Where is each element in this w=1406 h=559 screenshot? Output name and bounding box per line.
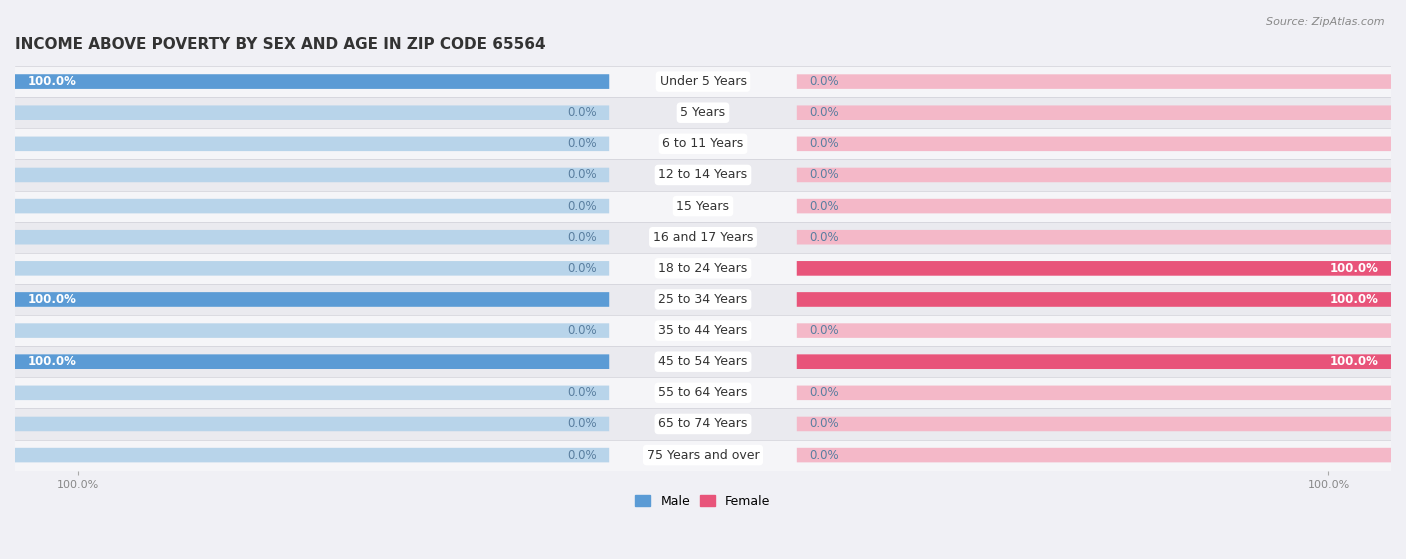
FancyBboxPatch shape xyxy=(797,136,1391,151)
FancyBboxPatch shape xyxy=(797,168,1391,182)
Text: 100.0%: 100.0% xyxy=(1330,355,1378,368)
FancyBboxPatch shape xyxy=(797,292,1391,307)
FancyBboxPatch shape xyxy=(15,292,609,307)
FancyBboxPatch shape xyxy=(15,448,609,462)
Bar xyxy=(15,439,1391,471)
Text: 0.0%: 0.0% xyxy=(810,138,839,150)
Bar xyxy=(15,315,1391,346)
FancyBboxPatch shape xyxy=(15,292,609,307)
FancyBboxPatch shape xyxy=(15,74,609,89)
Text: 0.0%: 0.0% xyxy=(567,418,596,430)
Text: 0.0%: 0.0% xyxy=(810,75,839,88)
Text: 0.0%: 0.0% xyxy=(567,386,596,399)
Text: 0.0%: 0.0% xyxy=(567,200,596,212)
Text: 0.0%: 0.0% xyxy=(567,168,596,182)
Text: 0.0%: 0.0% xyxy=(810,200,839,212)
Text: 100.0%: 100.0% xyxy=(1330,293,1378,306)
Text: 18 to 24 Years: 18 to 24 Years xyxy=(658,262,748,275)
FancyBboxPatch shape xyxy=(797,354,1391,369)
Text: 0.0%: 0.0% xyxy=(810,168,839,182)
Text: 0.0%: 0.0% xyxy=(567,448,596,462)
Text: 0.0%: 0.0% xyxy=(567,231,596,244)
Text: 75 Years and over: 75 Years and over xyxy=(647,448,759,462)
Text: 100.0%: 100.0% xyxy=(1330,262,1378,275)
Bar xyxy=(15,346,1391,377)
Text: 35 to 44 Years: 35 to 44 Years xyxy=(658,324,748,337)
Bar xyxy=(15,97,1391,128)
Text: 5 Years: 5 Years xyxy=(681,106,725,119)
Bar xyxy=(15,409,1391,439)
Text: 0.0%: 0.0% xyxy=(810,231,839,244)
FancyBboxPatch shape xyxy=(797,448,1391,462)
FancyBboxPatch shape xyxy=(797,323,1391,338)
Text: 55 to 64 Years: 55 to 64 Years xyxy=(658,386,748,399)
FancyBboxPatch shape xyxy=(797,74,1391,89)
Text: 0.0%: 0.0% xyxy=(567,262,596,275)
Text: 0.0%: 0.0% xyxy=(810,106,839,119)
Text: 16 and 17 Years: 16 and 17 Years xyxy=(652,231,754,244)
Bar xyxy=(15,66,1391,97)
Text: 100.0%: 100.0% xyxy=(28,355,76,368)
Bar xyxy=(15,128,1391,159)
Text: 0.0%: 0.0% xyxy=(567,324,596,337)
Bar xyxy=(15,377,1391,409)
Text: 0.0%: 0.0% xyxy=(810,386,839,399)
FancyBboxPatch shape xyxy=(15,354,609,369)
FancyBboxPatch shape xyxy=(15,416,609,431)
Text: 0.0%: 0.0% xyxy=(567,106,596,119)
Bar xyxy=(15,191,1391,222)
FancyBboxPatch shape xyxy=(797,230,1391,244)
Bar xyxy=(15,159,1391,191)
FancyBboxPatch shape xyxy=(15,74,609,89)
Text: 100.0%: 100.0% xyxy=(28,293,76,306)
Text: 0.0%: 0.0% xyxy=(567,138,596,150)
Text: Under 5 Years: Under 5 Years xyxy=(659,75,747,88)
Text: 100.0%: 100.0% xyxy=(28,75,76,88)
Bar xyxy=(15,222,1391,253)
Text: 65 to 74 Years: 65 to 74 Years xyxy=(658,418,748,430)
FancyBboxPatch shape xyxy=(15,168,609,182)
Text: INCOME ABOVE POVERTY BY SEX AND AGE IN ZIP CODE 65564: INCOME ABOVE POVERTY BY SEX AND AGE IN Z… xyxy=(15,37,546,53)
FancyBboxPatch shape xyxy=(797,261,1391,276)
Text: 45 to 54 Years: 45 to 54 Years xyxy=(658,355,748,368)
FancyBboxPatch shape xyxy=(15,199,609,214)
FancyBboxPatch shape xyxy=(797,292,1391,307)
Text: 12 to 14 Years: 12 to 14 Years xyxy=(658,168,748,182)
Text: 6 to 11 Years: 6 to 11 Years xyxy=(662,138,744,150)
Text: 0.0%: 0.0% xyxy=(810,418,839,430)
Text: 15 Years: 15 Years xyxy=(676,200,730,212)
Bar xyxy=(15,253,1391,284)
FancyBboxPatch shape xyxy=(15,136,609,151)
Text: Source: ZipAtlas.com: Source: ZipAtlas.com xyxy=(1267,17,1385,27)
FancyBboxPatch shape xyxy=(15,354,609,369)
Text: 25 to 34 Years: 25 to 34 Years xyxy=(658,293,748,306)
FancyBboxPatch shape xyxy=(797,261,1391,276)
FancyBboxPatch shape xyxy=(15,106,609,120)
Text: 0.0%: 0.0% xyxy=(810,448,839,462)
Legend: Male, Female: Male, Female xyxy=(630,490,776,513)
FancyBboxPatch shape xyxy=(15,261,609,276)
FancyBboxPatch shape xyxy=(797,416,1391,431)
Bar xyxy=(15,284,1391,315)
FancyBboxPatch shape xyxy=(797,106,1391,120)
Text: 0.0%: 0.0% xyxy=(810,324,839,337)
FancyBboxPatch shape xyxy=(797,386,1391,400)
FancyBboxPatch shape xyxy=(15,323,609,338)
FancyBboxPatch shape xyxy=(15,230,609,244)
FancyBboxPatch shape xyxy=(797,354,1391,369)
FancyBboxPatch shape xyxy=(15,386,609,400)
FancyBboxPatch shape xyxy=(797,199,1391,214)
